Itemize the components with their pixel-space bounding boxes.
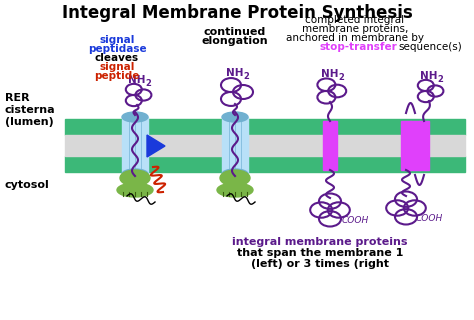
Text: membrane proteins,: membrane proteins, (302, 24, 408, 34)
Bar (410, 121, 420, 170)
Text: 2: 2 (338, 73, 344, 82)
Ellipse shape (122, 169, 148, 179)
Ellipse shape (120, 170, 150, 186)
Text: COOH: COOH (416, 214, 443, 223)
Ellipse shape (222, 169, 248, 179)
Polygon shape (147, 135, 165, 157)
Bar (222, 117, 248, 174)
Text: signal: signal (100, 62, 135, 72)
Bar (122, 117, 148, 174)
Bar (65, 135, 465, 156)
Text: (left) or 3 times (right: (left) or 3 times (right (251, 259, 389, 269)
Bar (65, 119, 465, 135)
Ellipse shape (220, 170, 250, 186)
Bar (65, 156, 465, 172)
Bar (323, 121, 337, 170)
Ellipse shape (117, 183, 153, 197)
Text: 2: 2 (243, 72, 249, 81)
Text: NH: NH (128, 75, 146, 85)
Text: NH: NH (226, 68, 244, 78)
Text: NH: NH (321, 69, 339, 79)
Text: NH: NH (420, 71, 438, 81)
Text: COOH: COOH (342, 216, 369, 225)
Text: that span the membrane 1: that span the membrane 1 (237, 248, 403, 258)
Text: peptidase: peptidase (88, 44, 146, 54)
Text: sequence(s): sequence(s) (398, 42, 462, 52)
Text: anchored in membrane by: anchored in membrane by (286, 33, 424, 43)
Text: stop-transfer: stop-transfer (320, 42, 398, 52)
Ellipse shape (122, 112, 148, 122)
Text: Integral Membrane Protein Synthesis: Integral Membrane Protein Synthesis (62, 4, 412, 22)
Text: signal: signal (100, 35, 135, 45)
Bar (401, 121, 411, 170)
Ellipse shape (217, 183, 253, 197)
Ellipse shape (222, 112, 248, 122)
Text: RER
cisterna
(lumen): RER cisterna (lumen) (5, 93, 55, 127)
Text: integral membrane proteins: integral membrane proteins (232, 237, 408, 247)
Text: peptide: peptide (94, 71, 140, 81)
Text: 2: 2 (437, 75, 443, 84)
Text: completed integral: completed integral (305, 15, 405, 25)
Text: elongation: elongation (202, 36, 268, 46)
Text: 2: 2 (145, 79, 151, 88)
Text: continued: continued (204, 27, 266, 37)
Bar (419, 121, 429, 170)
Text: cleaves: cleaves (95, 53, 139, 63)
Text: cytosol: cytosol (5, 180, 50, 190)
